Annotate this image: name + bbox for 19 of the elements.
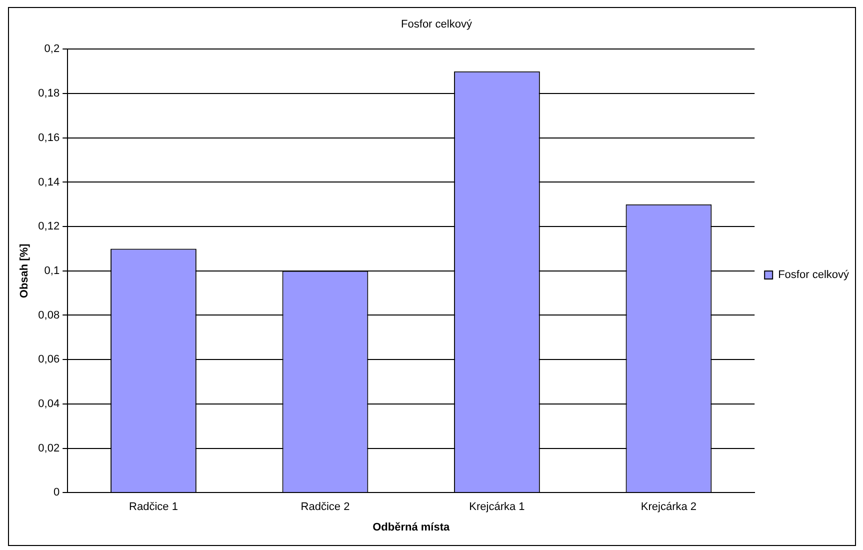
y-tick-label: 0,06 [38,354,60,366]
y-tick-label: 0,2 [44,43,60,56]
x-axis-title: Odběrná místa [372,521,450,534]
y-tick-label: 0,02 [38,442,60,454]
y-tick-label: 0,1 [44,264,60,277]
y-tick-label: 0,14 [38,176,60,188]
x-tick-label: Krejcárka 2 [640,501,697,514]
y-tick-label: 0 [53,486,60,499]
x-tick-label: Krejcárka 1 [469,501,525,514]
y-tick-label: 0,08 [38,309,60,322]
y-tick-label: 0,16 [38,132,60,144]
legend-label: Fosfor celkový [778,269,850,282]
chart-title: Fosfor celkový [401,18,472,31]
x-tick-label: Radčice 1 [129,501,178,514]
y-axis-title: Obsah [%] [18,243,31,298]
y-tick-label: 0,12 [38,220,60,233]
y-tick-label: 0,04 [38,398,60,410]
x-tick-label: Radčice 2 [300,501,350,514]
y-tick-label: 0,18 [38,88,60,100]
